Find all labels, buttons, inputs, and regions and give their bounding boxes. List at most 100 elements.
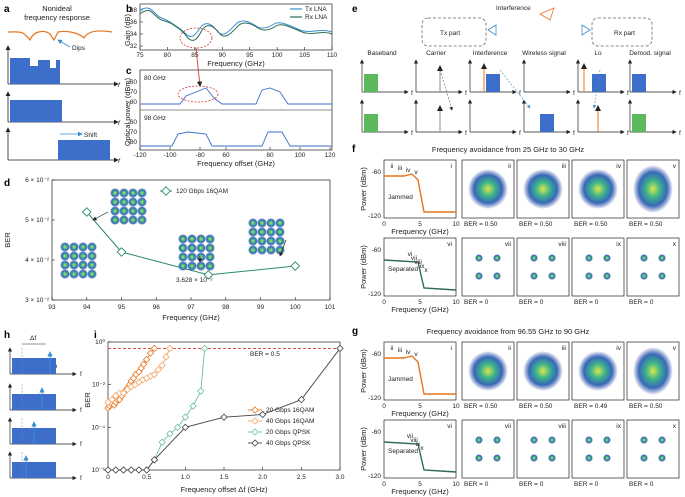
- ber-label: BER = 0: [629, 481, 654, 488]
- d-constellation-point: [196, 243, 206, 253]
- e-spectra: Baseband Carrier Interference Wireless sign…: [359, 50, 681, 137]
- spec-mark: viii: [414, 259, 422, 266]
- d-arrow: [279, 239, 287, 257]
- i-data-point: [197, 387, 205, 395]
- roman-label: viii: [558, 423, 566, 430]
- d-constellation-point: [69, 260, 79, 270]
- c-xtick-label: -100: [163, 152, 176, 159]
- d-constellation-point: [248, 236, 258, 246]
- spectrum-2: f: [5, 91, 121, 127]
- d-constellation-point: [137, 197, 147, 207]
- jammed-constellation: [633, 347, 673, 395]
- ber-label: BER = 0.50: [629, 221, 663, 228]
- roman-label: ix: [616, 423, 621, 430]
- jammed-trace: [384, 173, 456, 213]
- separated-trace: [383, 259, 457, 291]
- d-constellation-point: [248, 227, 258, 237]
- spec-mark: ix: [416, 441, 421, 448]
- rx-lna-line: [139, 9, 333, 41]
- qpsk-point: [548, 272, 556, 280]
- e-column-label: Interference: [473, 50, 508, 57]
- ber-label: BER = 0: [464, 299, 489, 306]
- d-constellation-point: [178, 252, 188, 262]
- d-constellation-point: [275, 227, 285, 237]
- b-ytick-label: 32: [130, 43, 138, 50]
- constellation-frame: [626, 237, 680, 297]
- constellation-frame: [571, 419, 625, 479]
- c-ytick-label: -60: [128, 79, 138, 86]
- d-data-point: [203, 270, 214, 280]
- qpsk-point: [475, 272, 483, 280]
- roman-label: vii: [505, 241, 511, 248]
- roman-label: vii: [505, 423, 511, 430]
- i-data-point: [142, 355, 151, 364]
- state-label: Separated: [388, 266, 418, 273]
- panel-e: e Tx part Rx part Interference Baseband C…: [352, 4, 681, 137]
- spec-mark: iv: [406, 167, 411, 174]
- i-xtick-label: 1.0: [181, 474, 190, 481]
- spectrum-1: f: [5, 45, 121, 89]
- separated-trace: [383, 441, 457, 473]
- jammed-trace: [384, 355, 456, 395]
- avoid-ytick: -60: [372, 429, 382, 436]
- d-xtick-label: 97: [187, 304, 195, 311]
- i-xtick-label: 3.0: [335, 474, 344, 481]
- constellation-frame: [626, 419, 680, 479]
- shift-label: Shift: [84, 132, 97, 139]
- h-f-axis: f: [80, 371, 82, 378]
- jammed-constellation: [523, 169, 563, 209]
- avoid-xlabel: Frequency (GHz): [391, 305, 449, 314]
- e-f-axis: f: [411, 90, 413, 97]
- c-xtick-label: 60: [222, 152, 230, 159]
- state-label: Jammed: [388, 194, 413, 201]
- roman-label: iii: [562, 163, 566, 170]
- spectrum-frame: [383, 419, 457, 479]
- d-constellation-point: [137, 188, 147, 198]
- i-data-point: [200, 344, 209, 353]
- qpsk-point: [658, 254, 666, 262]
- d-constellation-point: [248, 245, 258, 255]
- e-f-axis: f: [627, 130, 629, 137]
- panel-c: c Optical power (dBm) 80 GHz 98 GHz -60-…: [123, 47, 336, 168]
- rx-part: Rx part: [614, 30, 635, 37]
- c-highlight-ellipse: [177, 85, 219, 103]
- qpsk-point: [493, 254, 501, 262]
- interference-antenna-icon: [539, 7, 555, 21]
- qpsk-point: [585, 454, 593, 462]
- d-constellation-point: [110, 188, 120, 198]
- d-constellation-point: [87, 251, 97, 261]
- panel-i-label: i: [94, 330, 97, 341]
- roman-label: iv: [616, 345, 621, 352]
- spec-mark: ix: [420, 263, 425, 270]
- panel-d-label: d: [4, 178, 10, 189]
- avoid-xtick: 10: [452, 403, 460, 410]
- e-f-axis: f: [573, 90, 575, 97]
- constellation-frame: [461, 159, 515, 219]
- qpsk-point: [493, 272, 501, 280]
- spec-mark: x: [420, 445, 424, 452]
- spectrum-frame: [383, 237, 457, 297]
- i-data-point: [112, 466, 120, 474]
- panel-h-label: h: [4, 330, 10, 341]
- i-ytick-label: 10⁻²: [92, 382, 106, 389]
- b-xtick-label: 100: [272, 52, 283, 59]
- d-data-point: [81, 207, 92, 217]
- d-constellation-point: [119, 215, 129, 225]
- d-data-point: [290, 261, 301, 271]
- d-constellation-point: [78, 269, 88, 279]
- d-constellation-point: [257, 245, 267, 255]
- avoid-xtick: 5: [418, 221, 422, 228]
- h-block: [12, 462, 56, 478]
- d-xtick-label: 99: [257, 304, 265, 311]
- panel-a-title2: frequency response: [24, 13, 90, 22]
- jammed-constellation: [633, 165, 673, 213]
- i-data-point: [115, 389, 124, 397]
- d-legend: 120 Gbps 16QAM: [176, 188, 228, 195]
- h-f-axis: f: [80, 407, 82, 414]
- panel-d: d BER Frequency (GHz) 93 94 95 96 97 98 99 100 1…: [3, 177, 336, 322]
- panel-e-label: e: [352, 4, 358, 15]
- ber-label: BER = 0: [629, 299, 654, 306]
- ber-label: BER = 0: [574, 481, 599, 488]
